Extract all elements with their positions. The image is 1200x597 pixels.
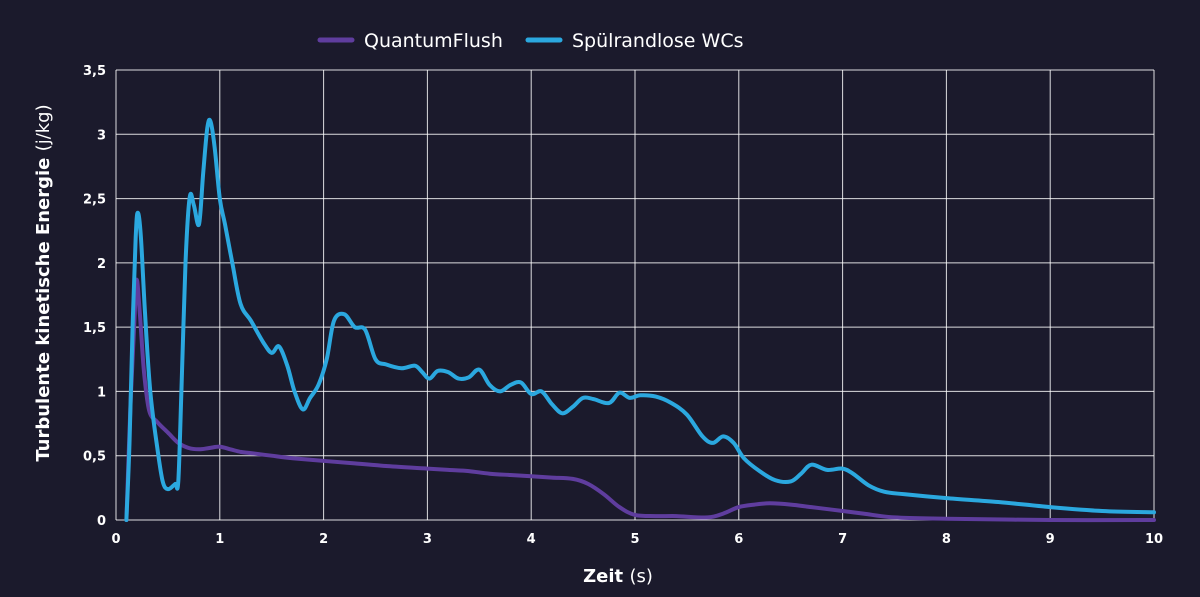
x-tick-label: 10	[1145, 532, 1163, 547]
y-tick-label: 3	[97, 128, 106, 143]
x-tick-label: 1	[215, 532, 224, 547]
x-tick-label: 7	[838, 532, 847, 547]
x-tick-label: 3	[423, 532, 432, 547]
y-tick-label: 3,5	[83, 64, 106, 79]
y-tick-label: 1	[97, 385, 106, 400]
x-tick-label: 2	[319, 532, 328, 547]
x-axis-ticks: 0 1 2 3 4 5 6 7 8 9 10	[111, 532, 1163, 547]
x-tick-label: 0	[111, 532, 120, 547]
series-line-1	[124, 117, 1156, 522]
legend-label-spuelrandlose: Spülrandlose WCs	[572, 30, 743, 52]
y-tick-label: 0	[97, 514, 106, 529]
x-axis-title: Zeit (s)	[583, 566, 653, 587]
y-axis-ticks: 0 0,5 1 1,5 2 2,5 3 3,5	[83, 64, 106, 529]
y-axis-title: Turbulente kinetische Energie (j/kg)	[33, 104, 54, 461]
legend: QuantumFlush Spülrandlose WCs	[317, 30, 743, 52]
x-tick-label: 4	[527, 532, 536, 547]
x-tick-label: 8	[942, 532, 951, 547]
legend-label-quantumflush: QuantumFlush	[364, 30, 503, 52]
x-tick-label: 9	[1046, 532, 1055, 547]
y-tick-label: 2,5	[83, 193, 106, 208]
x-tick-label: 5	[630, 532, 639, 547]
series-layer	[124, 117, 1156, 523]
y-tick-label: 1,5	[83, 321, 106, 336]
grid	[115, 69, 1155, 521]
y-tick-label: 2	[97, 257, 106, 272]
x-tick-label: 6	[734, 532, 743, 547]
series-line-0	[124, 277, 1156, 523]
y-tick-label: 0,5	[83, 450, 106, 465]
